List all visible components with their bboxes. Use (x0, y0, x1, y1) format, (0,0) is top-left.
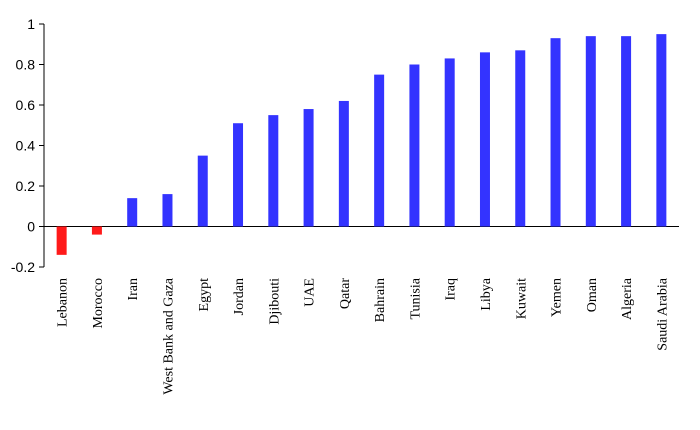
bar (303, 109, 314, 227)
y-tick-label: 1 (27, 16, 35, 32)
x-category-label: Bahrain (373, 278, 388, 322)
x-category-label: Libya (479, 277, 494, 310)
bar (515, 50, 526, 227)
x-category-label: Tunisia (408, 277, 423, 319)
bar (233, 123, 244, 227)
x-category-label: Jordan (232, 278, 247, 315)
bar (479, 52, 490, 227)
bar (444, 58, 455, 227)
bar (56, 226, 67, 255)
bar (550, 38, 561, 227)
x-category-label: Algeria (620, 277, 635, 320)
x-category-label: Iraq (444, 278, 459, 301)
bar (621, 36, 632, 227)
x-category-label: Morocco (91, 278, 106, 329)
x-category-label: UAE (303, 278, 318, 307)
bar (197, 155, 208, 227)
bar (127, 198, 138, 227)
x-category-label: Saudi Arabia (655, 277, 670, 350)
bar (656, 34, 667, 227)
x-category-label: Egypt (197, 278, 212, 312)
y-tick-label: 0.6 (16, 97, 36, 113)
bar (91, 226, 102, 235)
bar (585, 36, 596, 227)
y-tick-label: 0 (27, 219, 35, 235)
x-category-label: West Bank and Gaza (161, 277, 176, 394)
bar (409, 64, 420, 227)
bar (374, 74, 385, 227)
x-category-label: Iran (126, 278, 141, 301)
x-category-label: Yemen (550, 278, 565, 317)
y-tick-label: 0.4 (16, 138, 36, 154)
x-category-label: Qatar (338, 278, 353, 309)
bar (162, 194, 173, 227)
x-category-label: Kuwait (514, 278, 529, 319)
x-category-label: Djibouti (267, 278, 282, 325)
category-labels: Lebanon Morocco Iran West Bank and Gaza Egyp… (56, 277, 671, 394)
bars (56, 34, 667, 255)
x-category-label: Lebanon (56, 278, 71, 327)
bar (338, 100, 349, 227)
y-tick-label: 0.8 (16, 57, 36, 73)
y-axis: -0.2 0 0.2 0.4 0.6 0.8 1 (11, 16, 45, 275)
bar (268, 115, 279, 227)
y-tick-label: 0.2 (16, 178, 36, 194)
x-category-label: Oman (585, 278, 600, 312)
y-tick-label: -0.2 (11, 259, 35, 275)
